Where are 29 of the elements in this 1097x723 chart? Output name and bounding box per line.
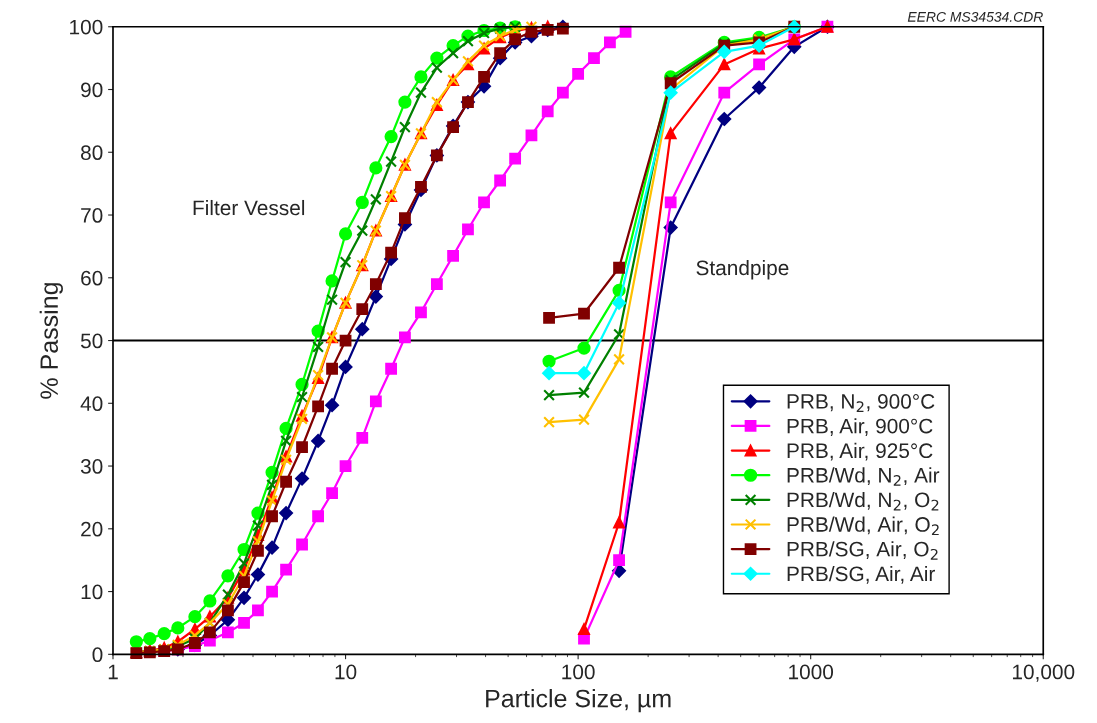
text: EERC MS34534.CDR — [907, 11, 1043, 22]
legend-label: PRB, Air, 925°C — [787, 442, 933, 461]
y-tick-label: 60 — [81, 270, 103, 286]
y-tick-label: 90 — [81, 82, 103, 98]
legend-label: PRB/Wd, N$_{2}$, O$_{2}$ — [787, 491, 939, 511]
y-tick-label: 50 — [80, 333, 103, 349]
y-tick-label: 0 — [92, 647, 103, 663]
y-tick-label: 10 — [81, 584, 103, 600]
x-tick-label: 100 — [562, 664, 595, 680]
legend-label: PRB/SG, Air, O$_{2}$ — [787, 541, 938, 560]
legend-label: PRB/Wd, Air, O$_{2}$ — [787, 516, 939, 536]
legend-label: PRB/Wd, N$_{2}$, Air — [787, 467, 940, 486]
y-tick-label: 80 — [81, 145, 103, 161]
y-tick-label: 100 — [70, 19, 103, 35]
x-tick-label: 10 — [335, 664, 357, 680]
x-tick-label: 1 — [108, 664, 118, 680]
y-tick-label: 40 — [80, 396, 103, 412]
legend-label: PRB/SG, Air, Air — [787, 565, 935, 584]
annotation: Filter Vessel — [193, 199, 305, 216]
y-axis-title: % Passing — [39, 283, 63, 399]
legend-label: PRB, N$_{2}$, 900°C — [787, 394, 935, 413]
legend-label: PRB, Air, 900°C — [787, 418, 933, 436]
annotation: Standpipe — [696, 259, 789, 280]
x-axis-title: Particle Size, µm — [486, 689, 671, 713]
y-tick-label: 20 — [81, 521, 103, 537]
y-tick-label: 70 — [81, 208, 103, 223]
y-tick-label: 30 — [80, 459, 103, 474]
x-tick-label: 1000 — [789, 664, 834, 680]
x-tick-label: 10,000 — [1012, 664, 1075, 682]
